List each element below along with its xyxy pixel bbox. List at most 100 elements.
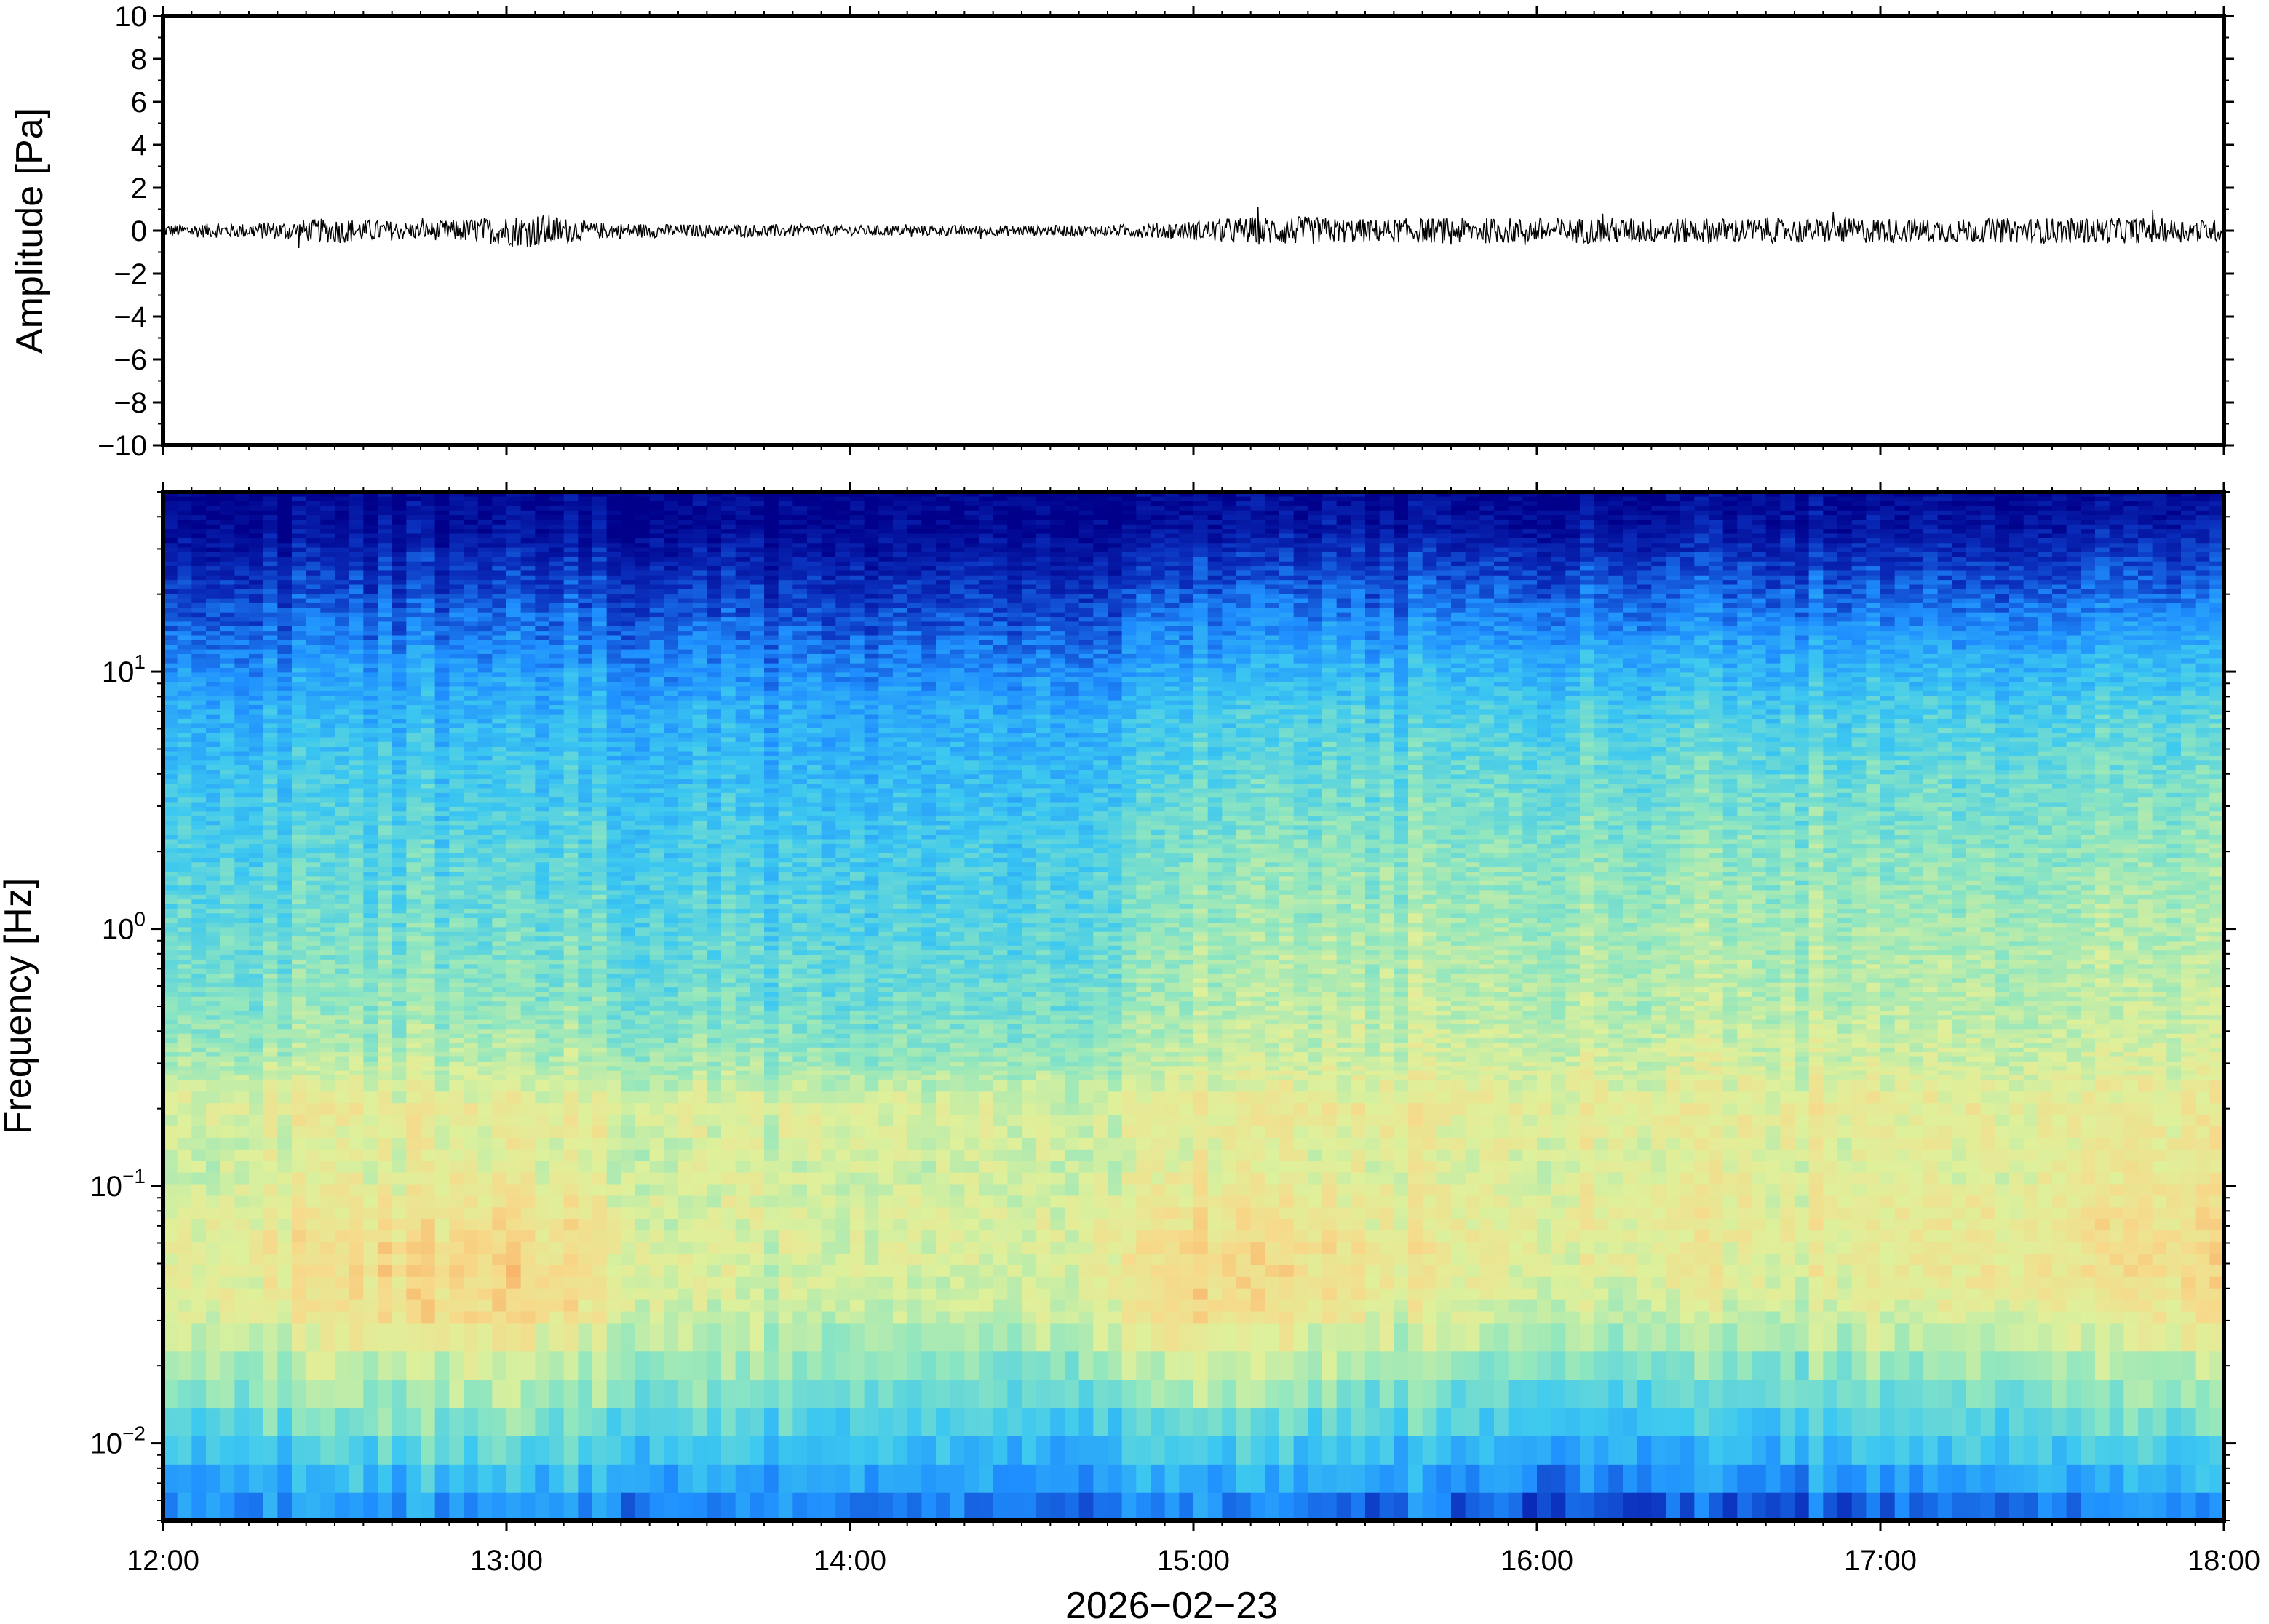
spectrogram-cell xyxy=(220,1014,235,1020)
spectrogram-cell xyxy=(335,1061,350,1067)
spectrogram-cell xyxy=(220,1024,235,1030)
spectrogram-cell xyxy=(220,565,235,571)
spectrogram-cell xyxy=(563,834,579,840)
spectrogram-cell xyxy=(249,801,264,807)
spectrogram-cell xyxy=(434,1070,450,1075)
spectrogram-cell xyxy=(477,565,493,571)
spectrogram-cell xyxy=(406,648,421,654)
spectrogram-cell xyxy=(234,755,250,761)
spectrogram-cell xyxy=(378,1183,393,1196)
spectrogram-cell xyxy=(277,973,293,979)
spectrogram-cell xyxy=(549,746,565,752)
spectrogram-cell xyxy=(464,908,479,914)
spectrogram-cell xyxy=(335,857,350,863)
spectrogram-cell xyxy=(549,908,565,914)
spectrogram-cell xyxy=(563,663,579,669)
spectrogram-cell xyxy=(206,1299,221,1312)
spectrogram-cell xyxy=(492,552,507,557)
spectrogram-cell xyxy=(592,616,608,622)
spectrogram-cell xyxy=(392,607,407,613)
spectrogram-cell xyxy=(220,1028,235,1034)
spectrogram-cell xyxy=(220,1010,235,1016)
spectrogram-cell xyxy=(206,950,221,955)
spectrogram-cell xyxy=(549,598,565,603)
spectrogram-cell xyxy=(535,565,550,571)
spectrogram-cell xyxy=(206,505,221,511)
spectrogram-cell xyxy=(234,704,250,710)
spectrogram-cell xyxy=(191,634,207,640)
spectrogram-cell xyxy=(335,829,350,835)
spectrogram-cell xyxy=(234,1056,250,1062)
spectrogram-cell xyxy=(306,1299,321,1312)
spectrogram-cell xyxy=(263,750,278,756)
spectrogram-cell xyxy=(206,685,221,691)
spectrogram-cell xyxy=(206,889,221,895)
spectrogram-cell xyxy=(263,1028,278,1034)
spectrogram-cell xyxy=(234,1065,250,1071)
spectrogram-cell xyxy=(191,750,207,756)
spectrogram-cell xyxy=(363,728,378,733)
spectrogram-cell xyxy=(421,492,436,497)
spectrogram-cell xyxy=(464,950,479,955)
spectrogram-cell xyxy=(349,792,364,798)
spectrogram-cell xyxy=(592,1218,608,1231)
spectrogram-cell xyxy=(449,695,464,701)
spectrogram-cell xyxy=(520,765,536,771)
spectrogram-cell xyxy=(206,653,221,659)
spectrogram-cell xyxy=(306,510,321,516)
spectrogram-cell xyxy=(363,1051,378,1057)
spectrogram-cell xyxy=(592,867,608,872)
spectrogram-cell xyxy=(506,598,522,603)
spectrogram-cell xyxy=(406,644,421,650)
spectrogram-cell xyxy=(177,1206,192,1219)
spectrogram-cell xyxy=(492,695,507,701)
spectrogram-cell xyxy=(191,1407,207,1436)
spectrogram-cell xyxy=(163,843,178,849)
spectrogram-cell xyxy=(563,1061,579,1067)
spectrogram-cell xyxy=(335,681,350,687)
spectrogram-cell xyxy=(535,1492,550,1521)
spectrogram-cell xyxy=(220,977,235,983)
spectrogram-cell xyxy=(163,695,178,701)
spectrogram-cell xyxy=(434,1114,450,1126)
spectrogram-cell xyxy=(206,681,221,687)
spectrogram-cell xyxy=(206,695,221,701)
spectrogram-cell xyxy=(191,1126,207,1138)
spectrogram-cell xyxy=(220,1075,235,1080)
spectrogram-cell xyxy=(406,779,421,784)
spectrogram-cell xyxy=(535,926,550,932)
spectrogram-cell xyxy=(549,542,565,548)
spectrogram-cell xyxy=(477,1047,493,1053)
spectrogram-cell xyxy=(563,1241,579,1254)
spectrogram-cell xyxy=(406,1042,421,1048)
spectrogram-cell xyxy=(177,663,192,669)
spectrogram-cell xyxy=(449,685,464,691)
spectrogram-cell xyxy=(563,936,579,942)
spectrogram-cell xyxy=(549,987,565,992)
spectrogram-cell xyxy=(191,977,207,983)
spectrogram-cell xyxy=(520,723,536,728)
spectrogram-cell xyxy=(477,1265,493,1277)
spectrogram-cell xyxy=(535,505,550,511)
spectrogram-cell xyxy=(263,852,278,858)
spectrogram-cell xyxy=(520,626,536,632)
spectrogram-cell xyxy=(163,871,178,877)
spectrogram-cell xyxy=(220,899,235,904)
spectrogram-cell xyxy=(520,1028,536,1034)
spectrogram-cell xyxy=(191,797,207,803)
spectrogram-cell xyxy=(549,968,565,974)
spectrogram-cell xyxy=(578,681,593,687)
spectrogram-cell xyxy=(406,1126,421,1138)
spectrogram-cell xyxy=(191,843,207,849)
spectrogram-cell xyxy=(578,1061,593,1067)
spectrogram-cell xyxy=(177,1075,192,1080)
spectrogram-cell xyxy=(563,746,579,752)
spectrogram-cell xyxy=(477,677,493,682)
spectrogram-cell xyxy=(220,1091,235,1104)
spectrogram-cell xyxy=(464,968,479,974)
spectrogram-cell xyxy=(421,857,436,863)
spectrogram-cell xyxy=(206,1028,221,1034)
spectrogram-cell xyxy=(392,931,407,937)
spectrogram-cell xyxy=(163,1310,178,1324)
spectrogram-cell xyxy=(549,1407,565,1436)
